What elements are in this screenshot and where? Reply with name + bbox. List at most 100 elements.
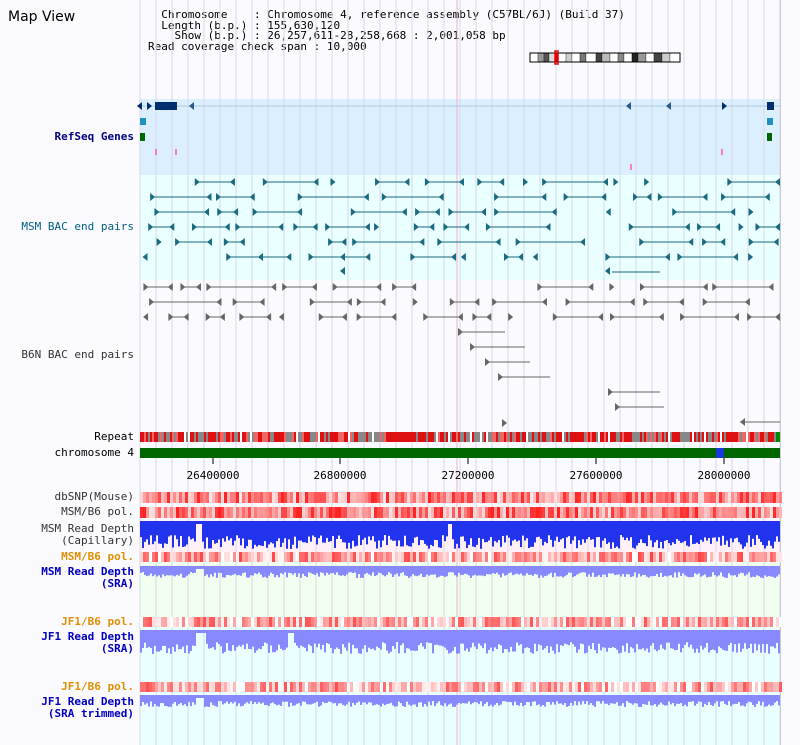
jf1-depth-bar <box>374 630 376 651</box>
jf1-b6-pol-heat <box>218 617 221 627</box>
msm-depth-cap-bar <box>142 521 144 548</box>
jf1-depth-trim-bar <box>622 695 624 704</box>
jf1-depth-bar <box>372 630 374 649</box>
msm-bac-end <box>175 238 181 246</box>
jf1-depth-bar <box>744 630 746 644</box>
dbsnp-heat <box>680 492 683 503</box>
msm-depth-sra-bar <box>558 566 560 577</box>
jf1-depth-trim-bar <box>422 695 424 707</box>
msm-depth-cap-bar <box>348 521 350 543</box>
jf1-depth-trim-bar <box>226 695 228 702</box>
jf1-b6-pol-trim-heat <box>383 682 386 692</box>
jf1-b6-pol-trim-heat <box>629 682 632 692</box>
ideogram-band <box>548 52 556 63</box>
msm-depth-sra-bar <box>434 566 436 575</box>
msm-b6-pol-sra-heat <box>647 552 650 562</box>
repeat-segment <box>552 432 554 442</box>
jf1-b6-pol-trim-heat <box>701 682 704 692</box>
jf1-depth-bar <box>488 630 490 650</box>
jf1-b6-pol-trim-heat <box>314 682 317 692</box>
jf1-depth-trim-bar <box>494 695 496 705</box>
msm-depth-sra-bar <box>560 566 562 577</box>
dbsnp-heat <box>359 492 362 503</box>
msm-depth-cap-bar <box>288 521 290 540</box>
jf1-b6-pol-heat <box>560 617 563 627</box>
msm-b6-pol-sra-heat <box>725 552 728 562</box>
jf1-depth-bar <box>380 630 382 650</box>
jf1-depth-trim-line2: (SRA trimmed) <box>47 707 134 720</box>
jf1-depth-bar <box>706 630 708 643</box>
jf1-depth-bar <box>240 630 242 647</box>
msm-depth-sra-bar <box>680 566 682 576</box>
jf1-b6-pol-heat <box>650 617 653 627</box>
msm-depth-cap-bar <box>628 521 630 541</box>
jf1-depth-bar <box>522 630 524 654</box>
dbsnp-heat <box>704 492 707 503</box>
b6n-bac-end <box>639 283 645 291</box>
jf1-depth-bar <box>238 630 240 646</box>
msm-depth-sra-bar <box>550 566 552 573</box>
b6n-bac-end <box>411 283 417 291</box>
dbsnp-heat <box>167 492 170 503</box>
jf1-depth-bar <box>566 630 568 645</box>
msm-depth-sra-bar <box>260 566 262 575</box>
msm-depth-cap-bar <box>270 521 272 543</box>
msm-depth-cap-bar <box>290 521 292 549</box>
msm-depth-cap-bar <box>236 521 238 536</box>
jf1-depth-trim-bar <box>352 695 354 703</box>
msm-depth-cap-line1: MSM Read Depth <box>41 522 134 535</box>
track-label-refseq[interactable]: RefSeq Genes <box>54 130 134 143</box>
msm-b6-pol-sra-heat <box>248 552 251 562</box>
jf1-b6-pol-heat <box>584 617 587 627</box>
jf1-b6-pol-trim-heat <box>395 682 398 692</box>
msm-depth-sra-bar <box>182 566 184 578</box>
msm-depth-cap-bar <box>714 521 716 538</box>
msm-depth-cap-bar <box>584 521 586 543</box>
msm-b6-pol-sra-heat <box>212 552 215 562</box>
msm-b6-pol-sra-heat <box>332 552 335 562</box>
dbsnp-heat <box>281 492 284 503</box>
dbsnp-heat <box>260 492 263 503</box>
dbsnp-heat <box>578 492 581 503</box>
msm-b6-pol-heat <box>197 507 200 518</box>
msm-depth-cap-bar <box>590 521 592 540</box>
track-label-b6n-bac[interactable]: B6N BAC end pairs <box>21 348 134 361</box>
jf1-b6-pol-trim-heat <box>485 682 488 692</box>
jf1-depth-trim-bar <box>478 695 480 705</box>
ideogram-band <box>537 52 545 63</box>
msm-b6-pol-sra-heat <box>209 552 212 562</box>
msm-depth-cap-bar <box>310 521 312 542</box>
jf1-b6-pol-heat <box>332 617 335 627</box>
jf1-depth-bar <box>226 630 228 643</box>
jf1-depth-bar <box>224 630 226 652</box>
dbsnp-heat <box>380 492 383 503</box>
jf1-b6-pol-heat <box>260 617 263 627</box>
msm-bac-end <box>580 238 586 246</box>
jf1-depth-trim-bar <box>170 695 172 707</box>
dbsnp-heat <box>320 492 323 503</box>
repeat-segment <box>434 432 436 442</box>
repeat-segment <box>262 432 264 442</box>
jf1-depth-trim-bar <box>240 695 242 707</box>
msm-b6-pol-sra-heat <box>347 552 350 562</box>
msm-depth-sra-bar <box>204 566 206 576</box>
msm-depth-sra-bar <box>412 566 414 574</box>
jf1-b6-pol-heat <box>635 617 638 627</box>
jf1-depth-bar <box>474 630 476 647</box>
track-label-msm-bac[interactable]: MSM BAC end pairs <box>21 220 134 233</box>
jf1-b6-pol-heat <box>578 617 581 627</box>
jf1-b6-pol-heat <box>770 617 773 627</box>
msm-depth-sra-bar <box>578 566 580 574</box>
jf1-depth-bar <box>386 630 388 651</box>
msm-depth-sra-bar <box>326 566 328 573</box>
msm-depth-sra-bar <box>742 566 744 574</box>
msm-depth-sra-bar <box>388 566 390 573</box>
jf1-depth-trim-bar <box>756 695 758 704</box>
msm-depth-sra-bar <box>328 566 330 575</box>
msm-b6-pol-sra-heat <box>488 552 491 562</box>
msm-depth-sra-bar <box>164 566 166 577</box>
msm-depth-sra-bar <box>218 566 220 573</box>
jf1-b6-pol-heat <box>200 617 203 627</box>
jf1-b6-pol-trim-heat <box>299 682 302 692</box>
